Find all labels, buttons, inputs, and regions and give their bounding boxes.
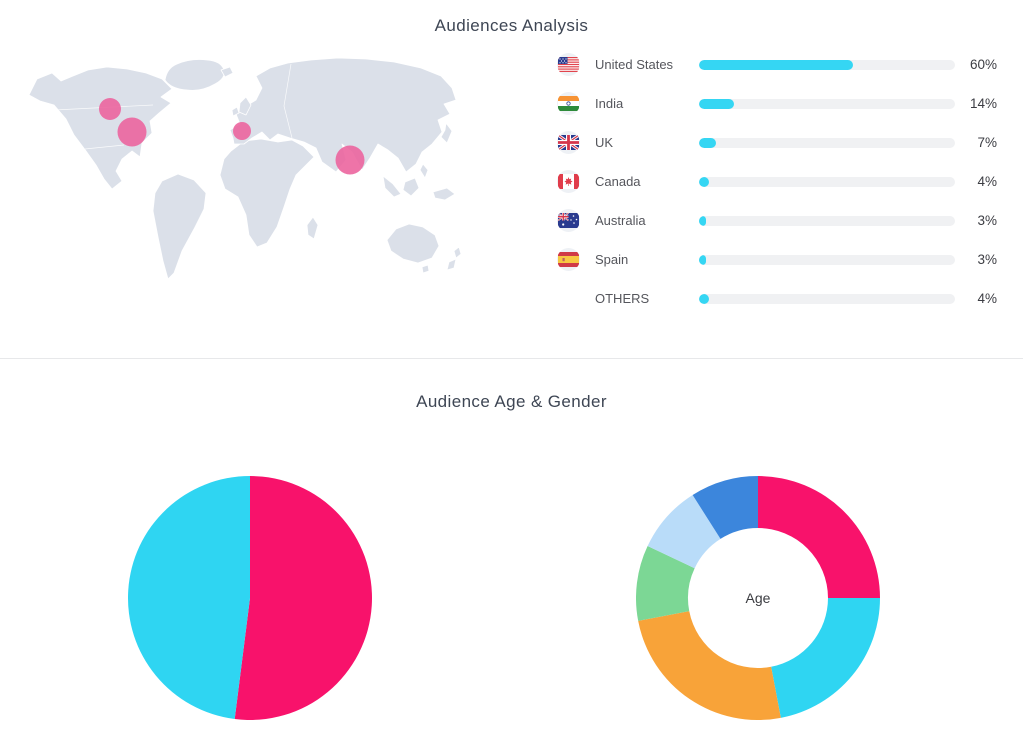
map-south-america — [152, 173, 207, 280]
no-flag-placeholder — [557, 287, 580, 310]
country-percent: 60% — [969, 57, 997, 72]
country-bar-track — [698, 293, 956, 304]
country-bar-track — [698, 176, 956, 187]
country-row: Canada 4% — [557, 162, 997, 201]
map-iceland — [220, 66, 234, 78]
age-gender-section: Audience Age & Gender FemaleMale Age 13-… — [0, 359, 1023, 744]
country-percent: 14% — [969, 96, 997, 111]
country-percent: 4% — [977, 291, 997, 306]
map-greenland — [164, 59, 225, 91]
country-name: Spain — [595, 252, 629, 267]
map-uk — [238, 96, 252, 116]
us-flag-icon — [557, 53, 580, 76]
map-bubble-canada[interactable] — [99, 98, 121, 120]
age-slice-25-34[interactable] — [638, 611, 781, 720]
age-donut-chart[interactable] — [636, 476, 880, 720]
map-bubble-india[interactable] — [335, 145, 365, 175]
map-north-america — [28, 66, 173, 190]
map-madagascar — [306, 216, 319, 240]
map-bubble-spain[interactable] — [233, 122, 251, 140]
audiences-analysis-title: Audiences Analysis — [434, 16, 589, 35]
map-sumatra — [382, 175, 402, 198]
country-name: Australia — [595, 213, 646, 228]
map-australia — [386, 223, 440, 264]
in-flag-icon — [557, 92, 580, 115]
map-eurasia — [229, 57, 457, 173]
map-africa — [219, 138, 315, 248]
country-bar-fill — [698, 137, 717, 148]
country-bar-fill — [698, 293, 709, 304]
world-map — [28, 57, 462, 280]
country-name: United States — [595, 57, 674, 72]
country-row: Spain 3% — [557, 240, 997, 279]
age-slice-55-64[interactable] — [692, 476, 758, 539]
es-flag-icon — [557, 248, 580, 271]
country-percent: 3% — [977, 252, 997, 267]
age-slice-35-44[interactable] — [636, 546, 695, 621]
au-flag-icon — [557, 209, 580, 232]
map-philippines — [419, 163, 429, 179]
country-percent: 3% — [977, 213, 997, 228]
country-row: United States 60% — [557, 45, 997, 84]
country-bar-fill — [698, 215, 707, 226]
ca-flag-icon — [557, 170, 580, 193]
country-row: UK 7% — [557, 123, 997, 162]
country-name: Canada — [595, 174, 641, 189]
age-gender-title: Audience Age & Gender — [416, 392, 607, 411]
country-bar-fill — [698, 254, 707, 265]
map-bubble-united-states[interactable] — [117, 117, 147, 147]
map-ireland — [231, 106, 240, 117]
country-row: OTHERS 4% — [557, 279, 997, 318]
country-bar-track — [698, 254, 956, 265]
audiences-analysis-section: Audiences Analysis — [0, 0, 1023, 359]
country-percent: 4% — [977, 174, 997, 189]
map-borneo — [402, 177, 420, 197]
age-slice-13-17[interactable] — [758, 476, 880, 598]
country-list: United States 60% India 14% UK 7% Canada 4% Aust… — [557, 45, 997, 318]
country-name: India — [595, 96, 624, 111]
country-bar-fill — [698, 176, 709, 187]
country-name: UK — [595, 135, 614, 150]
gender-slice-female[interactable] — [234, 476, 372, 720]
gb-flag-icon — [557, 131, 580, 154]
gender-slice-male[interactable] — [128, 476, 250, 720]
age-slice-45-54[interactable] — [647, 494, 721, 569]
country-bar-fill — [698, 59, 853, 70]
country-name: OTHERS — [595, 291, 650, 306]
country-bar-fill — [698, 98, 735, 109]
country-bar-track — [698, 59, 956, 70]
country-row: Australia 3% — [557, 201, 997, 240]
country-bar-track — [698, 137, 956, 148]
country-bar-track — [698, 98, 956, 109]
map-japan — [440, 122, 453, 144]
map-tasmania — [421, 264, 430, 274]
gender-pie-chart[interactable] — [128, 476, 372, 720]
country-percent: 7% — [977, 135, 997, 150]
map-new-zealand — [446, 246, 462, 271]
country-bar-track — [698, 215, 956, 226]
map-new-guinea — [432, 187, 456, 201]
age-slice-18-24[interactable] — [771, 598, 880, 718]
country-row: India 14% — [557, 84, 997, 123]
